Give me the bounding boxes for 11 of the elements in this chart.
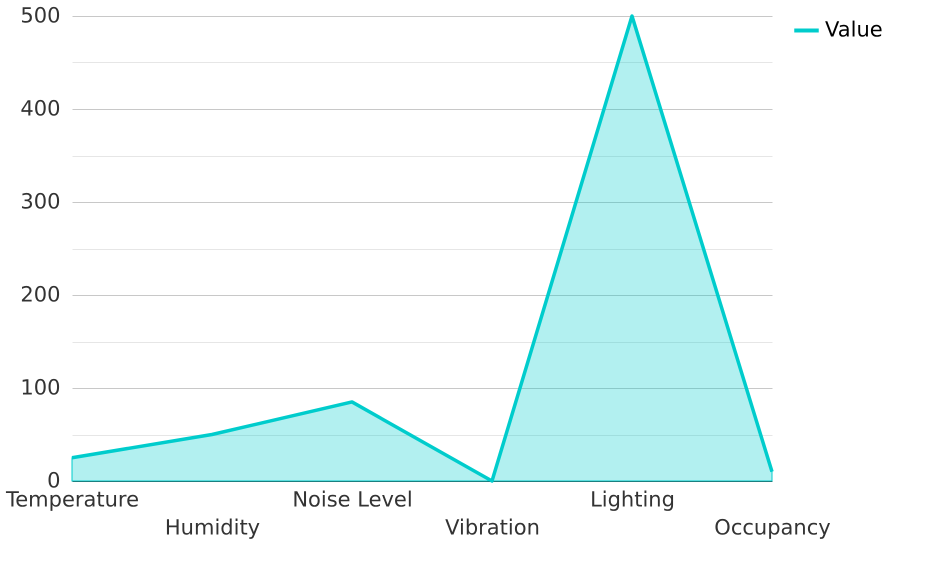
x-tick-label: Humidity — [164, 516, 260, 540]
y-tick-label: 300 — [20, 190, 60, 214]
y-tick-label: 500 — [20, 4, 60, 28]
y-tick-label: 200 — [20, 282, 60, 306]
x-tick-label: Vibration — [445, 516, 540, 540]
x-tick-label: Noise Level — [292, 488, 413, 512]
x-tick-label: Occupancy — [714, 516, 831, 540]
legend-label: Value — [825, 18, 883, 42]
y-tick-label: 400 — [20, 96, 60, 120]
x-tick-label: Lighting — [590, 488, 675, 512]
y-tick-label: 100 — [20, 376, 60, 400]
